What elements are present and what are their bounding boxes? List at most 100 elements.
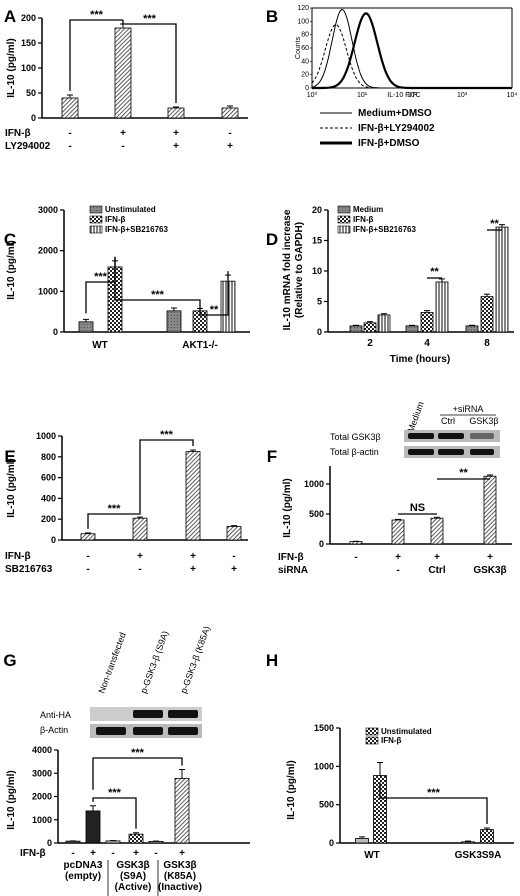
- bar: [349, 325, 363, 333]
- bar: [174, 777, 190, 844]
- y-tick-label: 1000: [38, 286, 58, 296]
- condition-value: +: [231, 564, 237, 575]
- legend-swatch: [89, 205, 103, 214]
- blot-band: [133, 727, 163, 735]
- legend-entry: IFN-β+DMSO: [358, 138, 420, 149]
- significance-bracket: [139, 439, 194, 514]
- legend-entry: Medium+DMSO: [358, 108, 432, 119]
- x-category-label: 2: [367, 338, 373, 349]
- condition-label: LY294002: [5, 141, 51, 152]
- bar: [80, 533, 96, 541]
- condition-value: -: [68, 128, 71, 139]
- bar: [363, 322, 377, 333]
- condition-value: +: [173, 128, 179, 139]
- legend-entry: IFN-β: [381, 736, 402, 745]
- condition-value: +: [133, 848, 139, 859]
- y-tick-label: 0: [329, 838, 334, 848]
- condition-value: +: [90, 848, 96, 859]
- condition-value: +: [120, 128, 126, 139]
- y-axis-label: IL-10 (pg/ml): [6, 240, 17, 299]
- group-label: pcDNA3: [64, 860, 103, 871]
- blot-lane-label: Non-transfected: [96, 631, 127, 695]
- y-tick-label: 150: [21, 38, 36, 48]
- x-tick-label: 10³: [457, 92, 468, 99]
- bar: [391, 519, 405, 545]
- histogram-medium-dmso: [311, 8, 512, 89]
- condition-label: IFN-β: [5, 128, 31, 139]
- condition-value: +: [227, 141, 233, 152]
- bar: [226, 526, 242, 541]
- panel-h: H 0 500 1000 1500 IL-10 (pg/ml) UnstimulatedIF…: [266, 651, 514, 861]
- panel-label: C: [4, 230, 16, 249]
- legend-swatch: [337, 225, 351, 234]
- bar: [355, 838, 369, 844]
- significance-label: ***: [427, 787, 441, 799]
- condition-value: +: [434, 552, 440, 563]
- panel-label: F: [267, 447, 277, 466]
- blot-row-label: β-Actin: [40, 725, 68, 735]
- blot-lane-label: GSK3β: [469, 416, 498, 426]
- bar: [405, 325, 419, 333]
- y-tick-label: 3000: [32, 768, 52, 778]
- significance-label: **: [430, 266, 439, 278]
- condition-label: siRNA: [278, 565, 308, 576]
- panel-label: H: [266, 651, 278, 670]
- bar: [461, 841, 475, 844]
- y-tick-label: 200: [41, 514, 56, 524]
- significance-label: **: [490, 218, 499, 230]
- x-tick-label: 10²: [407, 92, 418, 99]
- group-label: (S9A): [120, 871, 146, 882]
- y-tick-label: 800: [41, 452, 56, 462]
- x-tick-label: 10⁴: [507, 92, 518, 99]
- bar: [78, 321, 94, 333]
- legend-entry: Medium: [353, 205, 383, 214]
- panel-label: E: [4, 447, 15, 466]
- y-tick-label: 60: [301, 45, 309, 52]
- legend-entry: IFN-β+SB216763: [105, 225, 168, 234]
- condition-value: +: [179, 848, 185, 859]
- significance-label: ***: [108, 503, 122, 515]
- y-axis-label: IL-10 (pg/ml): [282, 478, 293, 537]
- group-label: GSK3β: [116, 860, 149, 871]
- x-category-label: 8: [484, 338, 490, 349]
- condition-value: +: [395, 552, 401, 563]
- y-tick-label: 1500: [314, 723, 334, 733]
- bar: [221, 107, 239, 119]
- y-tick-label: 120: [297, 5, 309, 12]
- y-axis-label: (Relative to GAPDH): [294, 222, 305, 318]
- significance-bracket: [114, 256, 201, 303]
- condition-value: +: [487, 552, 493, 563]
- blot-lane-label: Medium: [405, 400, 425, 434]
- y-tick-label: 40: [301, 58, 309, 65]
- y-tick-label: 1000: [304, 479, 324, 489]
- legend-swatch: [89, 215, 103, 224]
- group-label: (Inactive): [158, 882, 202, 893]
- y-tick-label: 100: [21, 63, 36, 73]
- condition-value: +: [190, 564, 196, 575]
- y-tick-label: 20: [312, 205, 322, 215]
- legend-entry: Unstimulated: [381, 727, 432, 736]
- bar: [61, 97, 79, 119]
- blot-row-label: Total β-actin: [330, 447, 379, 457]
- bar: [167, 107, 185, 119]
- condition-value: GSK3β: [473, 565, 506, 576]
- blot-band: [168, 727, 198, 735]
- y-tick-label: 200: [21, 13, 36, 23]
- panel-d: D 0 5 10 15 20 IL-10 mRNA fold increase (Relati…: [266, 205, 514, 365]
- group-label: (empty): [65, 871, 101, 882]
- x-tick-label: 10⁰: [307, 91, 318, 99]
- legend-entry: IFN-β+LY294002: [358, 123, 435, 134]
- bar: [435, 281, 449, 333]
- condition-label: SB216763: [5, 564, 53, 575]
- panel-e: E 0 200 400 600 800 1000 IL-10 (pg/ml) *** *** IFN…: [4, 429, 248, 575]
- bar: [483, 475, 497, 545]
- group-label: (K85A): [164, 871, 196, 882]
- y-tick-label: 20: [301, 72, 309, 79]
- y-tick-label: 0: [51, 535, 56, 545]
- condition-value: Ctrl: [428, 565, 445, 576]
- y-tick-label: 0: [319, 539, 324, 549]
- bar: [480, 296, 494, 333]
- bar: [377, 314, 391, 333]
